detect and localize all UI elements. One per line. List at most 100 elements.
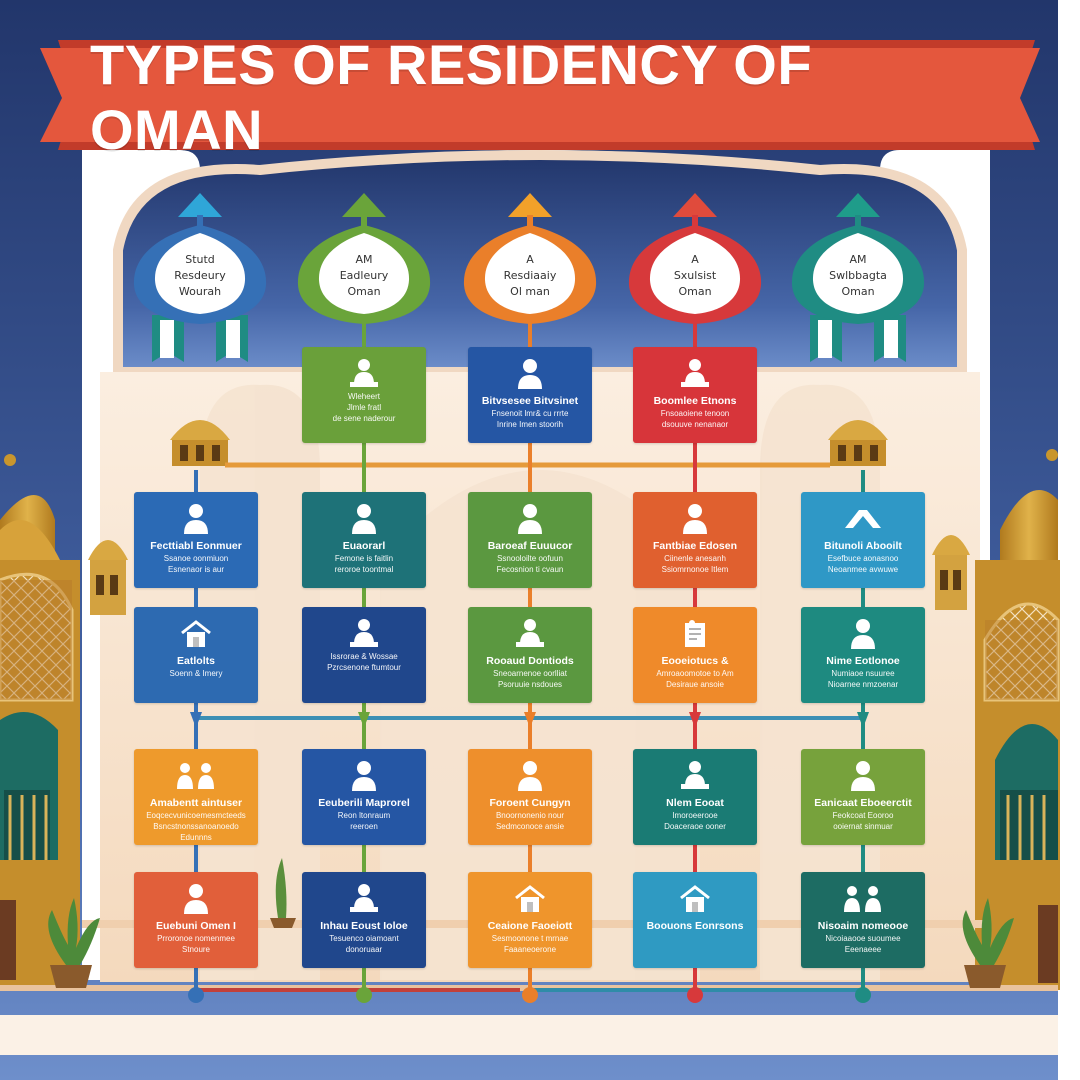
residency-card: Boouons Eonrsons [633,872,757,968]
card-title: Boomlee Etnons [653,395,737,407]
residency-card: Foroent Cungyn Bnoornonenio nour Sedmconoc… [468,749,592,845]
card-description: Edunnns [180,833,212,842]
person-icon [181,882,211,916]
person-icon [680,502,710,536]
dome-1 [133,193,267,362]
connector-node [687,987,703,1003]
person-desk-icon [678,759,712,793]
card-title: Eanicaat Eboeerctit [814,797,912,809]
dome-label-line: Ol man [510,285,550,298]
page-title: TYPES OF RESIDENCY OF OMAN [90,33,813,161]
left-pavilion [170,420,230,466]
family-icon [841,882,885,916]
connector-node [522,987,538,1003]
dome-label-bg [154,233,246,314]
card-description: Pzrcsenone ftumtour [327,663,401,672]
house-icon [179,617,213,651]
card-description: reeroen [350,822,378,831]
dome-stem [527,215,533,227]
card-description: Bsncstnonssanoanoedo [153,822,239,831]
card-description: Prroronoe nomenmee [157,934,235,943]
connector-arrow [689,712,701,728]
dome-label: A Resdiaaiy Ol man [485,240,575,312]
connector-node [855,987,871,1003]
residency-card: Nime Eotlonoe Numiaoe nsuuree Nioarnee nmz… [801,607,925,703]
dome-finial [836,193,880,217]
dome-label-line: Stutd [185,253,215,266]
dome-label-line: Oman [678,285,712,298]
residency-card: Ceaione Faoeiott Sesmoonone t mrnae Faaane… [468,872,592,968]
title-banner-shape [40,40,1040,150]
dome-label-line: Oman [841,285,875,298]
residency-card: Eatlolts Soenn & Imery [134,607,258,703]
person-icon [349,502,379,536]
connector-arrow [190,712,202,728]
dome-label-bg [318,233,410,314]
plant-left [48,898,100,988]
card-description: Fecosnion ti cvaun [496,565,564,574]
residency-card: Nisoaim nomeooe Nicoiaaooe suoumee Eeenaee… [801,872,925,968]
residency-card: Eooeiotucs & Amroaoomotoe to Am Desiraue a… [633,607,757,703]
residency-card: Eeuberili Maprorel Reon ltonraum reeroen [302,749,426,845]
card-description: Inrine Imen stoorih [496,420,564,429]
dome-label-line: Eadleury [339,269,389,282]
dome-stem [197,215,203,227]
plant-center [270,858,296,928]
card-description: Numiaoe nsuuree [831,669,895,678]
dome-stem [692,215,698,227]
residency-card: Boomlee Etnons Fnsoaoiene tenoon dsouuve n… [633,347,757,443]
card-title: Nisoaim nomeooe [817,920,909,932]
card-description: Ssiomrnonoe Itlem [661,565,729,574]
dome-label-line: A [691,253,699,266]
dome-label: AM Swlbbagta Oman [813,240,903,312]
person-desk-icon [678,357,712,391]
card-description: ooiernat sinmuar [833,822,893,831]
residency-card: Fantbiae Edosen Ciinenle anesanh Ssiomrnon… [633,492,757,588]
card-title: Foroent Cungyn [489,797,571,809]
dome-finial [178,193,222,217]
card-title: Bitvsesee Bitvsinet [481,395,579,407]
card-title: Eooeiotucs & [661,655,729,667]
residency-card: Baroeaf Euuucor Ssnooloilte oofuun Fecosni… [468,492,592,588]
card-description: reroroe toontmal [334,565,394,574]
dome-stem [855,215,861,227]
dome-label-line: Resdiaaiy [503,269,557,282]
card-title: Nime Eotlonoe [826,655,900,667]
residency-card: Issrorae & Wossae Pzrcsenone ftumtour [302,607,426,703]
right-palace [932,449,1060,990]
dome-label-bg [649,233,741,314]
dome-label-line: Wourah [178,285,222,298]
card-title: Fantbiae Edosen [652,540,737,552]
card-title: Euaorarl [342,540,386,552]
card-description: Esefbuce aonasnoo [827,554,899,563]
card-description: Soenn & Imery [169,669,223,678]
residency-card: Bitvsesee Bitvsinet Fnsenoit lmr& cu rrrt… [468,347,592,443]
person-icon [349,759,379,793]
card-description: Stnoure [181,945,211,954]
ribbon-stripe [818,320,832,358]
residency-card: Eanicaat Eboeerctit Feokcoat Eooroo ooiern… [801,749,925,845]
card-description: Ssanoe oonmiuon [163,554,229,563]
card-description: Bnoornonenio nour [495,811,565,820]
person-icon [515,759,545,793]
dome-label-bg [812,233,904,314]
residency-card: Amabentt aintuser Eoqcecvunicoemesmcteeds… [134,749,258,845]
dome-label-bg [484,233,576,314]
residency-card: Inhau Eoust Ioloe Tesuenco oiamoant donoru… [302,872,426,968]
card-title: Euebuni Omen I [156,920,236,932]
residency-card: Rooaud Dontiods Sneoarnenoe oorlliat Psoru… [468,607,592,703]
card-description: Esnenaor is aur [167,565,225,574]
person-desk-icon [347,357,381,391]
dome-finial [508,193,552,217]
dome-4 [628,193,762,324]
dome-label-line: A [526,253,534,266]
card-description: Wleheert [347,392,380,401]
house-icon [678,882,712,916]
person-icon [181,502,211,536]
card-description: Doaceraoe ooner [664,822,726,831]
card-description: Nicoiaaooe suoumee [825,934,901,943]
residency-card: Nlem Eooat Imoroeerooe Doaceraoe ooner [633,749,757,845]
card-title: Amabentt aintuser [149,797,243,809]
dome-3 [463,193,597,324]
